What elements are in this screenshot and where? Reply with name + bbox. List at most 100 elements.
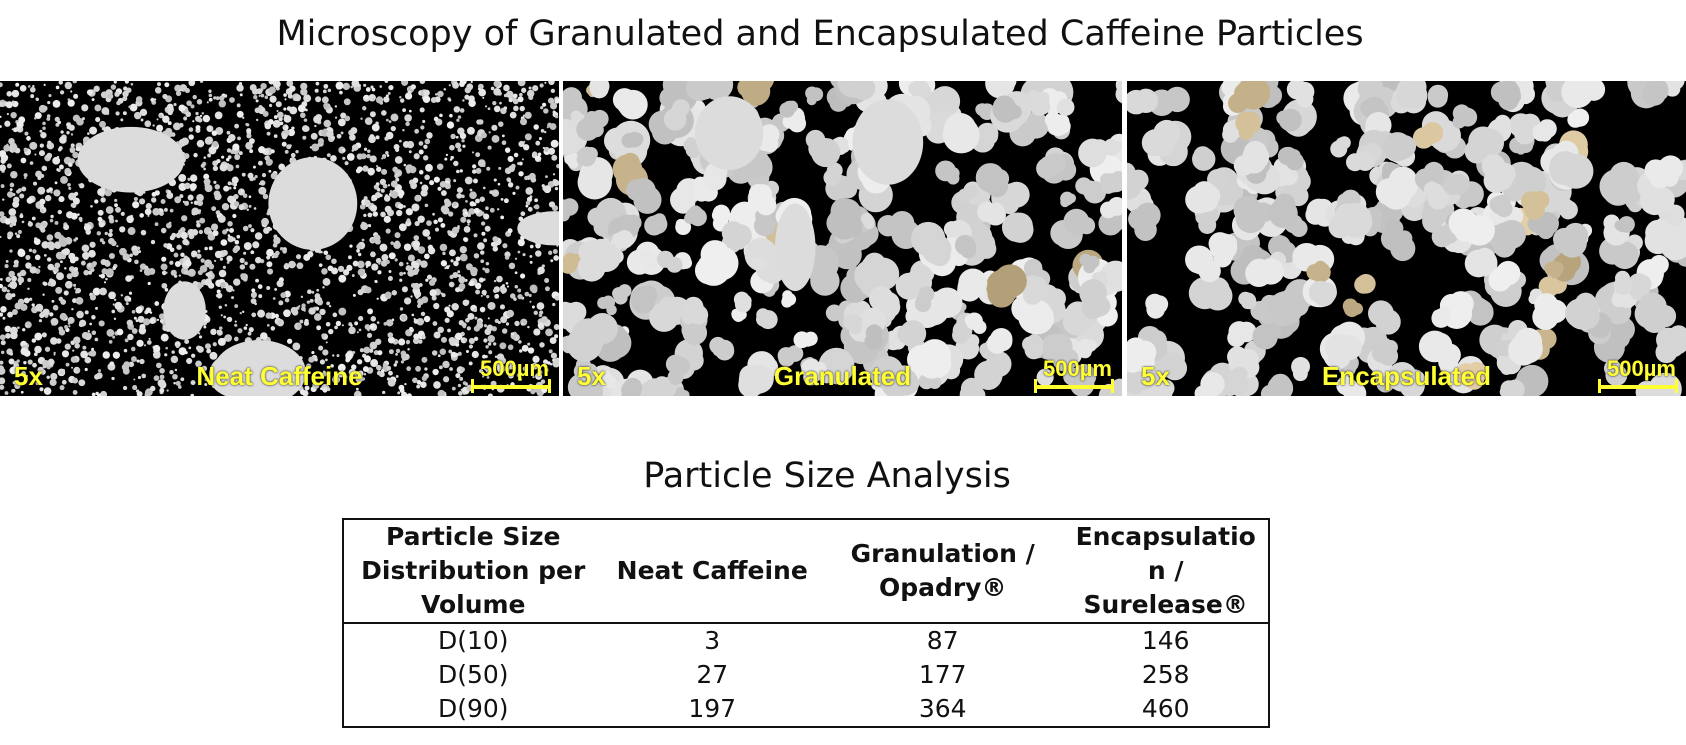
particle bbox=[325, 254, 332, 261]
particle bbox=[544, 278, 550, 284]
particle bbox=[178, 347, 187, 356]
particle bbox=[221, 203, 230, 211]
particle bbox=[99, 238, 104, 243]
particle bbox=[367, 149, 371, 154]
particle bbox=[1610, 241, 1639, 270]
particle bbox=[271, 255, 275, 259]
particle bbox=[453, 179, 457, 183]
particle bbox=[0, 235, 2, 239]
particle bbox=[897, 324, 917, 345]
particle bbox=[351, 364, 357, 370]
particle bbox=[404, 382, 407, 386]
particle bbox=[19, 214, 24, 219]
particle bbox=[226, 148, 232, 153]
particle bbox=[344, 115, 351, 122]
particle bbox=[319, 308, 326, 316]
particle bbox=[196, 222, 201, 228]
particle bbox=[380, 188, 385, 193]
table-cell: D(90) bbox=[437, 694, 509, 723]
particle bbox=[441, 206, 450, 215]
particle bbox=[388, 252, 396, 260]
particle bbox=[182, 238, 189, 246]
particle bbox=[361, 238, 365, 242]
particle bbox=[277, 319, 282, 324]
particle bbox=[212, 165, 219, 172]
particle bbox=[460, 216, 467, 223]
particle bbox=[457, 147, 462, 153]
particle bbox=[244, 261, 248, 266]
particle bbox=[43, 83, 46, 86]
particle bbox=[528, 86, 532, 90]
particle bbox=[122, 367, 130, 375]
particle bbox=[327, 265, 334, 272]
particle bbox=[388, 120, 392, 124]
particle bbox=[393, 143, 400, 150]
particle bbox=[379, 193, 383, 197]
particle bbox=[106, 329, 115, 337]
particle bbox=[190, 380, 196, 386]
particle bbox=[418, 141, 424, 146]
particle bbox=[370, 85, 374, 89]
particle bbox=[433, 176, 440, 183]
particle bbox=[56, 168, 60, 172]
particle bbox=[433, 381, 441, 389]
particle bbox=[471, 169, 477, 174]
particle bbox=[413, 153, 420, 160]
particle bbox=[25, 262, 32, 269]
particle bbox=[226, 316, 233, 322]
particle bbox=[17, 229, 22, 234]
particle bbox=[366, 153, 371, 159]
particle bbox=[172, 373, 178, 380]
particle bbox=[417, 215, 425, 223]
particle bbox=[204, 184, 213, 193]
particle bbox=[361, 377, 366, 381]
particle bbox=[481, 289, 487, 296]
particle bbox=[258, 88, 262, 92]
particle bbox=[517, 81, 526, 87]
particle bbox=[685, 81, 713, 102]
particle bbox=[507, 155, 514, 163]
particle bbox=[50, 214, 54, 219]
particle bbox=[359, 348, 364, 353]
particle bbox=[507, 344, 514, 351]
particle bbox=[424, 203, 429, 208]
particle bbox=[1422, 126, 1440, 143]
particle bbox=[252, 241, 260, 249]
particle bbox=[204, 246, 208, 251]
particle bbox=[459, 253, 468, 262]
particle bbox=[265, 312, 272, 319]
particle bbox=[498, 121, 504, 127]
particle bbox=[233, 278, 241, 286]
particle bbox=[411, 203, 420, 212]
particle bbox=[132, 249, 140, 256]
particle bbox=[174, 368, 178, 372]
particle bbox=[566, 326, 603, 362]
particle bbox=[131, 356, 137, 362]
particle bbox=[453, 260, 459, 267]
particle bbox=[169, 369, 174, 375]
particle bbox=[383, 96, 390, 103]
particle bbox=[301, 101, 308, 108]
page-title: Microscopy of Granulated and Encapsulate… bbox=[276, 14, 1364, 54]
particle bbox=[219, 163, 228, 172]
particle bbox=[459, 245, 467, 254]
particle bbox=[112, 303, 115, 306]
particle bbox=[127, 227, 136, 235]
particle bbox=[68, 252, 76, 260]
particle bbox=[54, 181, 58, 185]
particle bbox=[393, 363, 397, 367]
particle bbox=[120, 118, 124, 122]
particle bbox=[468, 337, 475, 344]
particle bbox=[72, 390, 78, 395]
particle bbox=[166, 192, 174, 199]
particle bbox=[501, 328, 508, 334]
particle bbox=[46, 188, 51, 193]
particle bbox=[167, 190, 171, 194]
particle bbox=[357, 260, 365, 269]
particle bbox=[283, 124, 286, 128]
particle bbox=[563, 87, 582, 109]
particle bbox=[532, 85, 539, 92]
particle bbox=[249, 149, 254, 154]
table-cell: 146 bbox=[1141, 626, 1190, 655]
particle bbox=[380, 369, 385, 373]
